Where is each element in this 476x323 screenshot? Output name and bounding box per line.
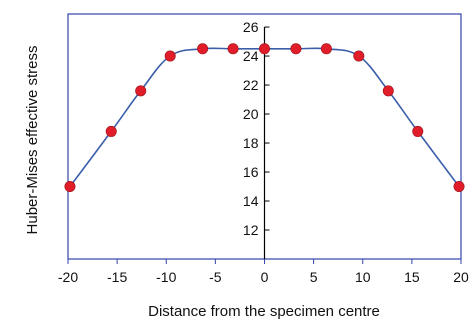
y-tick-label: 24 xyxy=(243,48,259,64)
y-tick-label: 14 xyxy=(243,193,259,209)
data-point xyxy=(353,50,365,62)
data-point xyxy=(197,43,209,55)
x-tick-label: -10 xyxy=(156,269,176,285)
y-tick-label: 22 xyxy=(243,77,259,93)
x-tick-label: 15 xyxy=(404,269,420,285)
data-point xyxy=(164,50,176,62)
data-point xyxy=(412,125,424,137)
data-point xyxy=(382,85,394,97)
y-ticks: 12 14 16 18 20 22 24 26 xyxy=(243,19,270,238)
y-axis-title: Huber-Mises effective stress xyxy=(24,46,41,235)
data-point xyxy=(453,181,465,193)
x-tick-label: -5 xyxy=(209,269,222,285)
x-tick-label: -20 xyxy=(58,269,78,285)
data-point xyxy=(135,85,147,97)
x-tick-label: -15 xyxy=(107,269,127,285)
x-tick-label: 20 xyxy=(453,269,469,285)
data-point xyxy=(105,125,117,137)
data-point xyxy=(290,43,302,55)
data-points xyxy=(64,43,465,193)
x-tick-label: 10 xyxy=(355,269,371,285)
y-tick-label: 12 xyxy=(243,222,259,238)
data-point xyxy=(258,43,270,55)
data-point xyxy=(320,43,332,55)
y-tick-label: 16 xyxy=(243,164,259,180)
data-point xyxy=(64,181,76,193)
x-ticks: -20 -15 -10 -5 0 5 10 15 20 xyxy=(58,259,469,285)
x-tick-label: 0 xyxy=(261,269,269,285)
y-tick-label: 26 xyxy=(243,19,259,35)
data-point xyxy=(227,43,239,55)
y-tick-label: 20 xyxy=(243,106,259,122)
x-tick-label: 5 xyxy=(310,269,318,285)
y-tick-label: 18 xyxy=(243,135,259,151)
x-axis-title: Distance from the specimen centre xyxy=(148,303,380,320)
